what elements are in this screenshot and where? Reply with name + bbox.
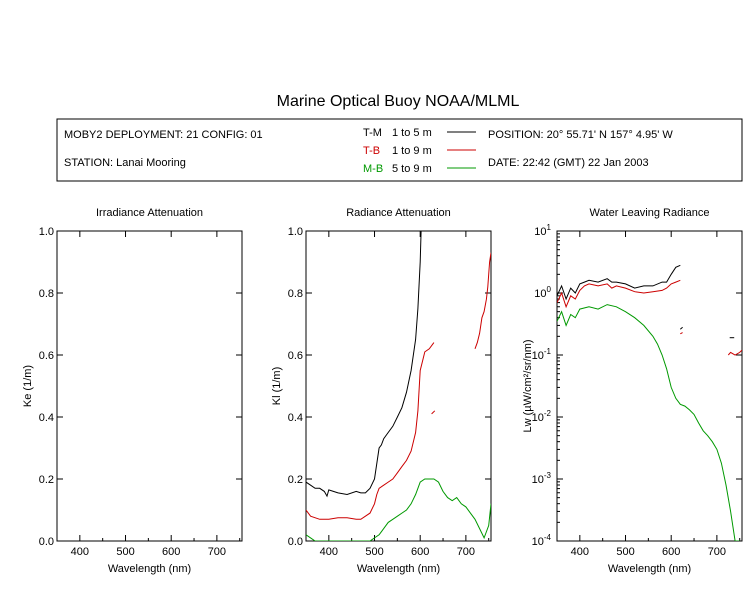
x-axis-label: Wavelength (nm) (357, 563, 440, 575)
y-tick-label: 10-1 (532, 347, 552, 362)
series-segment (727, 349, 742, 356)
x-tick-label: 700 (457, 546, 475, 558)
chart-panel-1: Irradiance Attenuation 400 500 600 700 0.0 0.2… (22, 207, 243, 575)
y-tick-label: 100 (534, 285, 551, 300)
series-segment (557, 279, 681, 309)
series-segment (306, 231, 422, 498)
y-tick-label: 0.0 (39, 536, 54, 548)
y-tick-label: 0.4 (39, 412, 54, 424)
legend-entry: T-B 1 to 9 m (363, 145, 476, 157)
x-tick-label: 500 (616, 546, 634, 558)
series-segment (680, 332, 683, 335)
series-line (557, 304, 740, 541)
legend-entry: M-B 5 to 9 m (363, 163, 476, 175)
info-box: MOBY2 DEPLOYMENT: 21 CONFIG: 01 STATION:… (56, 118, 743, 182)
x-axis-label: Wavelength (nm) (608, 563, 691, 575)
panels: Irradiance Attenuation 400 500 600 700 0.0 0.2… (22, 207, 743, 575)
y-axis-label: Ke (1/m) (22, 365, 34, 407)
station-text: STATION: Lanai Mooring (64, 157, 186, 169)
y-tick-label: 1.0 (288, 226, 303, 238)
x-tick-label: 700 (708, 546, 726, 558)
chart-title: Water Leaving Radiance (589, 207, 709, 219)
info-box-frame (56, 118, 743, 182)
plot-frame (305, 230, 492, 542)
y-tick-label: 0.8 (288, 288, 303, 300)
series-segment (557, 264, 681, 301)
y-tick-label: 0.8 (39, 288, 54, 300)
series-line (557, 264, 735, 339)
series-segment (679, 326, 683, 330)
legend-range: 5 to 9 m (392, 163, 432, 175)
date-text: DATE: 22:42 (GMT) 22 Jan 2003 (488, 157, 649, 169)
y-axis-label: Kl (1/m) (271, 367, 283, 406)
series-segment (306, 478, 491, 541)
series-line (306, 252, 491, 520)
series-line (557, 279, 742, 356)
y-tick-label: 0.6 (288, 350, 303, 362)
deployment-text: MOBY2 DEPLOYMENT: 21 CONFIG: 01 (64, 129, 263, 141)
x-tick-label: 600 (162, 546, 180, 558)
chart-title: Irradiance Attenuation (96, 207, 203, 219)
y-tick-label: 0.2 (39, 474, 54, 486)
position-text: POSITION: 20° 55.71' N 157° 4.95' W (488, 129, 673, 141)
x-tick-label: 400 (71, 546, 89, 558)
legend: T-M 1 to 5 m T-B 1 to 9 m M-B 5 to 9 m (363, 127, 476, 175)
series-segment (557, 304, 740, 541)
x-tick-label: 400 (571, 546, 589, 558)
y-axis-label: Lw (µW/cm²/sr/nm) (522, 339, 534, 432)
series-segment (431, 410, 436, 415)
legend-entry: T-M 1 to 5 m (363, 127, 476, 139)
x-tick-label: 400 (320, 546, 338, 558)
x-tick-label: 500 (365, 546, 383, 558)
y-tick-label: 10-4 (532, 533, 552, 548)
x-tick-label: 600 (411, 546, 429, 558)
series-segment (474, 252, 491, 349)
chart-panel-2: Radiance Attenuation 400 500 600 700 0.0 0.2 0.… (271, 207, 492, 575)
y-tick-label: 101 (534, 223, 551, 238)
y-tick-label: 0.4 (288, 412, 303, 424)
y-tick-label: 0.6 (39, 350, 54, 362)
chart-title: Radiance Attenuation (346, 207, 451, 219)
plot-frame (56, 230, 243, 542)
legend-code: T-M (363, 127, 382, 139)
series-line (306, 478, 491, 541)
y-tick-label: 0.0 (288, 536, 303, 548)
y-tick-label: 0.2 (288, 474, 303, 486)
series-line (306, 231, 422, 498)
legend-range: 1 to 9 m (392, 145, 432, 157)
legend-code: M-B (363, 163, 383, 175)
y-tick-label: 10-2 (532, 409, 552, 424)
chart-panel-3: Water Leaving Radiance 400 500 600 700 101 100… (522, 207, 743, 575)
legend-range: 1 to 5 m (392, 127, 432, 139)
figure-title: Marine Optical Buoy NOAA/MLML (277, 93, 520, 110)
x-tick-label: 700 (208, 546, 226, 558)
plot-frame (556, 230, 743, 542)
legend-code: T-B (363, 145, 380, 157)
x-tick-label: 600 (662, 546, 680, 558)
x-tick-label: 500 (116, 546, 134, 558)
series-segment (306, 342, 435, 520)
y-tick-label: 10-3 (532, 471, 552, 486)
x-axis-label: Wavelength (nm) (108, 563, 191, 575)
y-tick-label: 1.0 (39, 226, 54, 238)
